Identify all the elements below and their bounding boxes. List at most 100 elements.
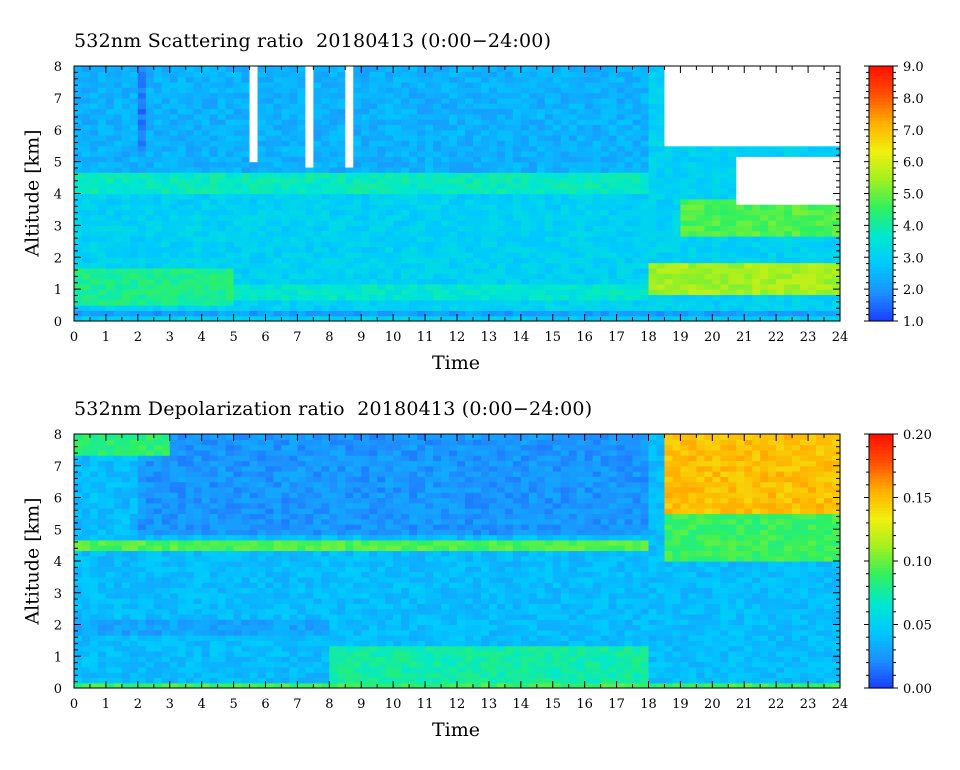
x-tick-label: 7 bbox=[293, 330, 301, 345]
heatmap-cell bbox=[361, 97, 370, 104]
heatmap-cell bbox=[201, 273, 211, 280]
heatmap-cell bbox=[624, 246, 634, 253]
heatmap-cell bbox=[712, 310, 721, 317]
heatmap-cell bbox=[616, 310, 626, 317]
heatmap-cell bbox=[281, 113, 291, 120]
heatmap-cell bbox=[345, 172, 354, 179]
colorbar-swatch bbox=[869, 177, 893, 182]
heatmap-cell bbox=[712, 182, 721, 189]
heatmap-cell bbox=[449, 310, 458, 317]
heatmap-cell bbox=[704, 257, 713, 264]
heatmap-cell bbox=[680, 315, 689, 322]
heatmap-cell bbox=[169, 66, 179, 72]
heatmap-cell bbox=[760, 124, 769, 131]
heatmap-cell bbox=[712, 108, 721, 115]
heatmap-cell bbox=[736, 230, 745, 237]
heatmap-cell bbox=[792, 113, 801, 120]
heatmap-cell bbox=[664, 76, 674, 83]
heatmap-cell bbox=[688, 119, 697, 126]
heatmap-cell bbox=[608, 278, 618, 285]
heatmap-cell bbox=[257, 119, 267, 126]
heatmap-cell bbox=[584, 204, 594, 211]
heatmap-cell bbox=[297, 214, 306, 221]
heatmap-cell bbox=[720, 310, 729, 317]
heatmap-cell bbox=[800, 278, 809, 285]
heatmap-cell bbox=[353, 92, 362, 99]
heatmap-cell bbox=[433, 204, 442, 211]
heatmap-cell bbox=[688, 289, 697, 296]
heatmap-cell bbox=[297, 251, 306, 258]
heatmap-cell bbox=[640, 140, 650, 147]
heatmap-cell bbox=[808, 251, 817, 258]
heatmap-cell bbox=[74, 145, 83, 152]
heatmap-cell bbox=[393, 251, 402, 258]
heatmap-cell bbox=[217, 129, 227, 136]
heatmap-cell bbox=[457, 71, 466, 78]
heatmap-cell bbox=[728, 262, 737, 269]
heatmap-cell bbox=[89, 289, 99, 296]
heatmap-cell bbox=[672, 310, 682, 317]
heatmap-cell bbox=[536, 145, 546, 152]
heatmap-cell bbox=[800, 299, 809, 306]
heatmap-cell bbox=[800, 246, 809, 253]
heatmap-cell bbox=[720, 294, 729, 301]
heatmap-cell bbox=[480, 66, 490, 72]
colorbar-swatch bbox=[869, 273, 893, 277]
heatmap-cell bbox=[137, 119, 147, 126]
heatmap-cell bbox=[672, 246, 682, 253]
heatmap-cell bbox=[121, 257, 131, 264]
heatmap-cell bbox=[472, 294, 482, 301]
heatmap-cell bbox=[449, 140, 458, 147]
heatmap-cell bbox=[433, 193, 442, 200]
heatmap-cell bbox=[592, 204, 602, 211]
heatmap-cell bbox=[824, 220, 833, 226]
heatmap-cell bbox=[337, 236, 346, 242]
heatmap-cell bbox=[201, 108, 211, 115]
heatmap-cell bbox=[520, 299, 530, 306]
heatmap-cell bbox=[105, 193, 115, 200]
heatmap-cell bbox=[201, 76, 211, 83]
heatmap-cell bbox=[664, 305, 674, 311]
heatmap-cell bbox=[385, 262, 394, 269]
heatmap-cell bbox=[377, 278, 386, 285]
heatmap-cell bbox=[696, 257, 705, 264]
heatmap-cell bbox=[808, 156, 817, 163]
heatmap-cell bbox=[576, 166, 586, 173]
heatmap-cell bbox=[496, 251, 506, 258]
heatmap-cell bbox=[241, 305, 251, 311]
heatmap-cell bbox=[536, 129, 546, 136]
heatmap-cell bbox=[129, 145, 139, 152]
heatmap-cell bbox=[89, 166, 99, 173]
heatmap-cell bbox=[624, 108, 634, 115]
heatmap-cell bbox=[480, 267, 490, 274]
heatmap-cell bbox=[297, 198, 306, 205]
x-tick-label: 19 bbox=[672, 330, 689, 345]
heatmap-cell bbox=[281, 119, 291, 126]
heatmap-cell bbox=[329, 119, 338, 126]
heatmap-cell bbox=[369, 145, 378, 152]
heatmap-cell bbox=[257, 294, 267, 301]
heatmap-cell bbox=[177, 166, 187, 173]
heatmap-cell bbox=[433, 151, 442, 157]
heatmap-cell bbox=[528, 193, 538, 200]
heatmap-cell bbox=[576, 129, 586, 136]
heatmap-cell bbox=[105, 299, 115, 306]
heatmap-cell bbox=[760, 140, 769, 147]
heatmap-cell bbox=[233, 71, 243, 78]
heatmap-cell bbox=[552, 283, 562, 290]
heatmap-cell bbox=[313, 193, 322, 200]
heatmap-cell bbox=[680, 204, 689, 211]
heatmap-cell bbox=[425, 151, 434, 157]
heatmap-cell bbox=[137, 145, 147, 152]
heatmap-cell bbox=[449, 135, 458, 141]
heatmap-cell bbox=[89, 87, 99, 94]
heatmap-cell bbox=[449, 225, 458, 232]
heatmap-cell bbox=[712, 166, 721, 173]
heatmap-cell bbox=[385, 204, 394, 211]
heatmap-cell bbox=[153, 103, 163, 110]
heatmap-cell bbox=[512, 177, 522, 184]
heatmap-cell bbox=[257, 299, 267, 306]
heatmap-cell bbox=[560, 257, 570, 264]
heatmap-cell bbox=[121, 262, 131, 269]
heatmap-cell bbox=[544, 225, 554, 232]
